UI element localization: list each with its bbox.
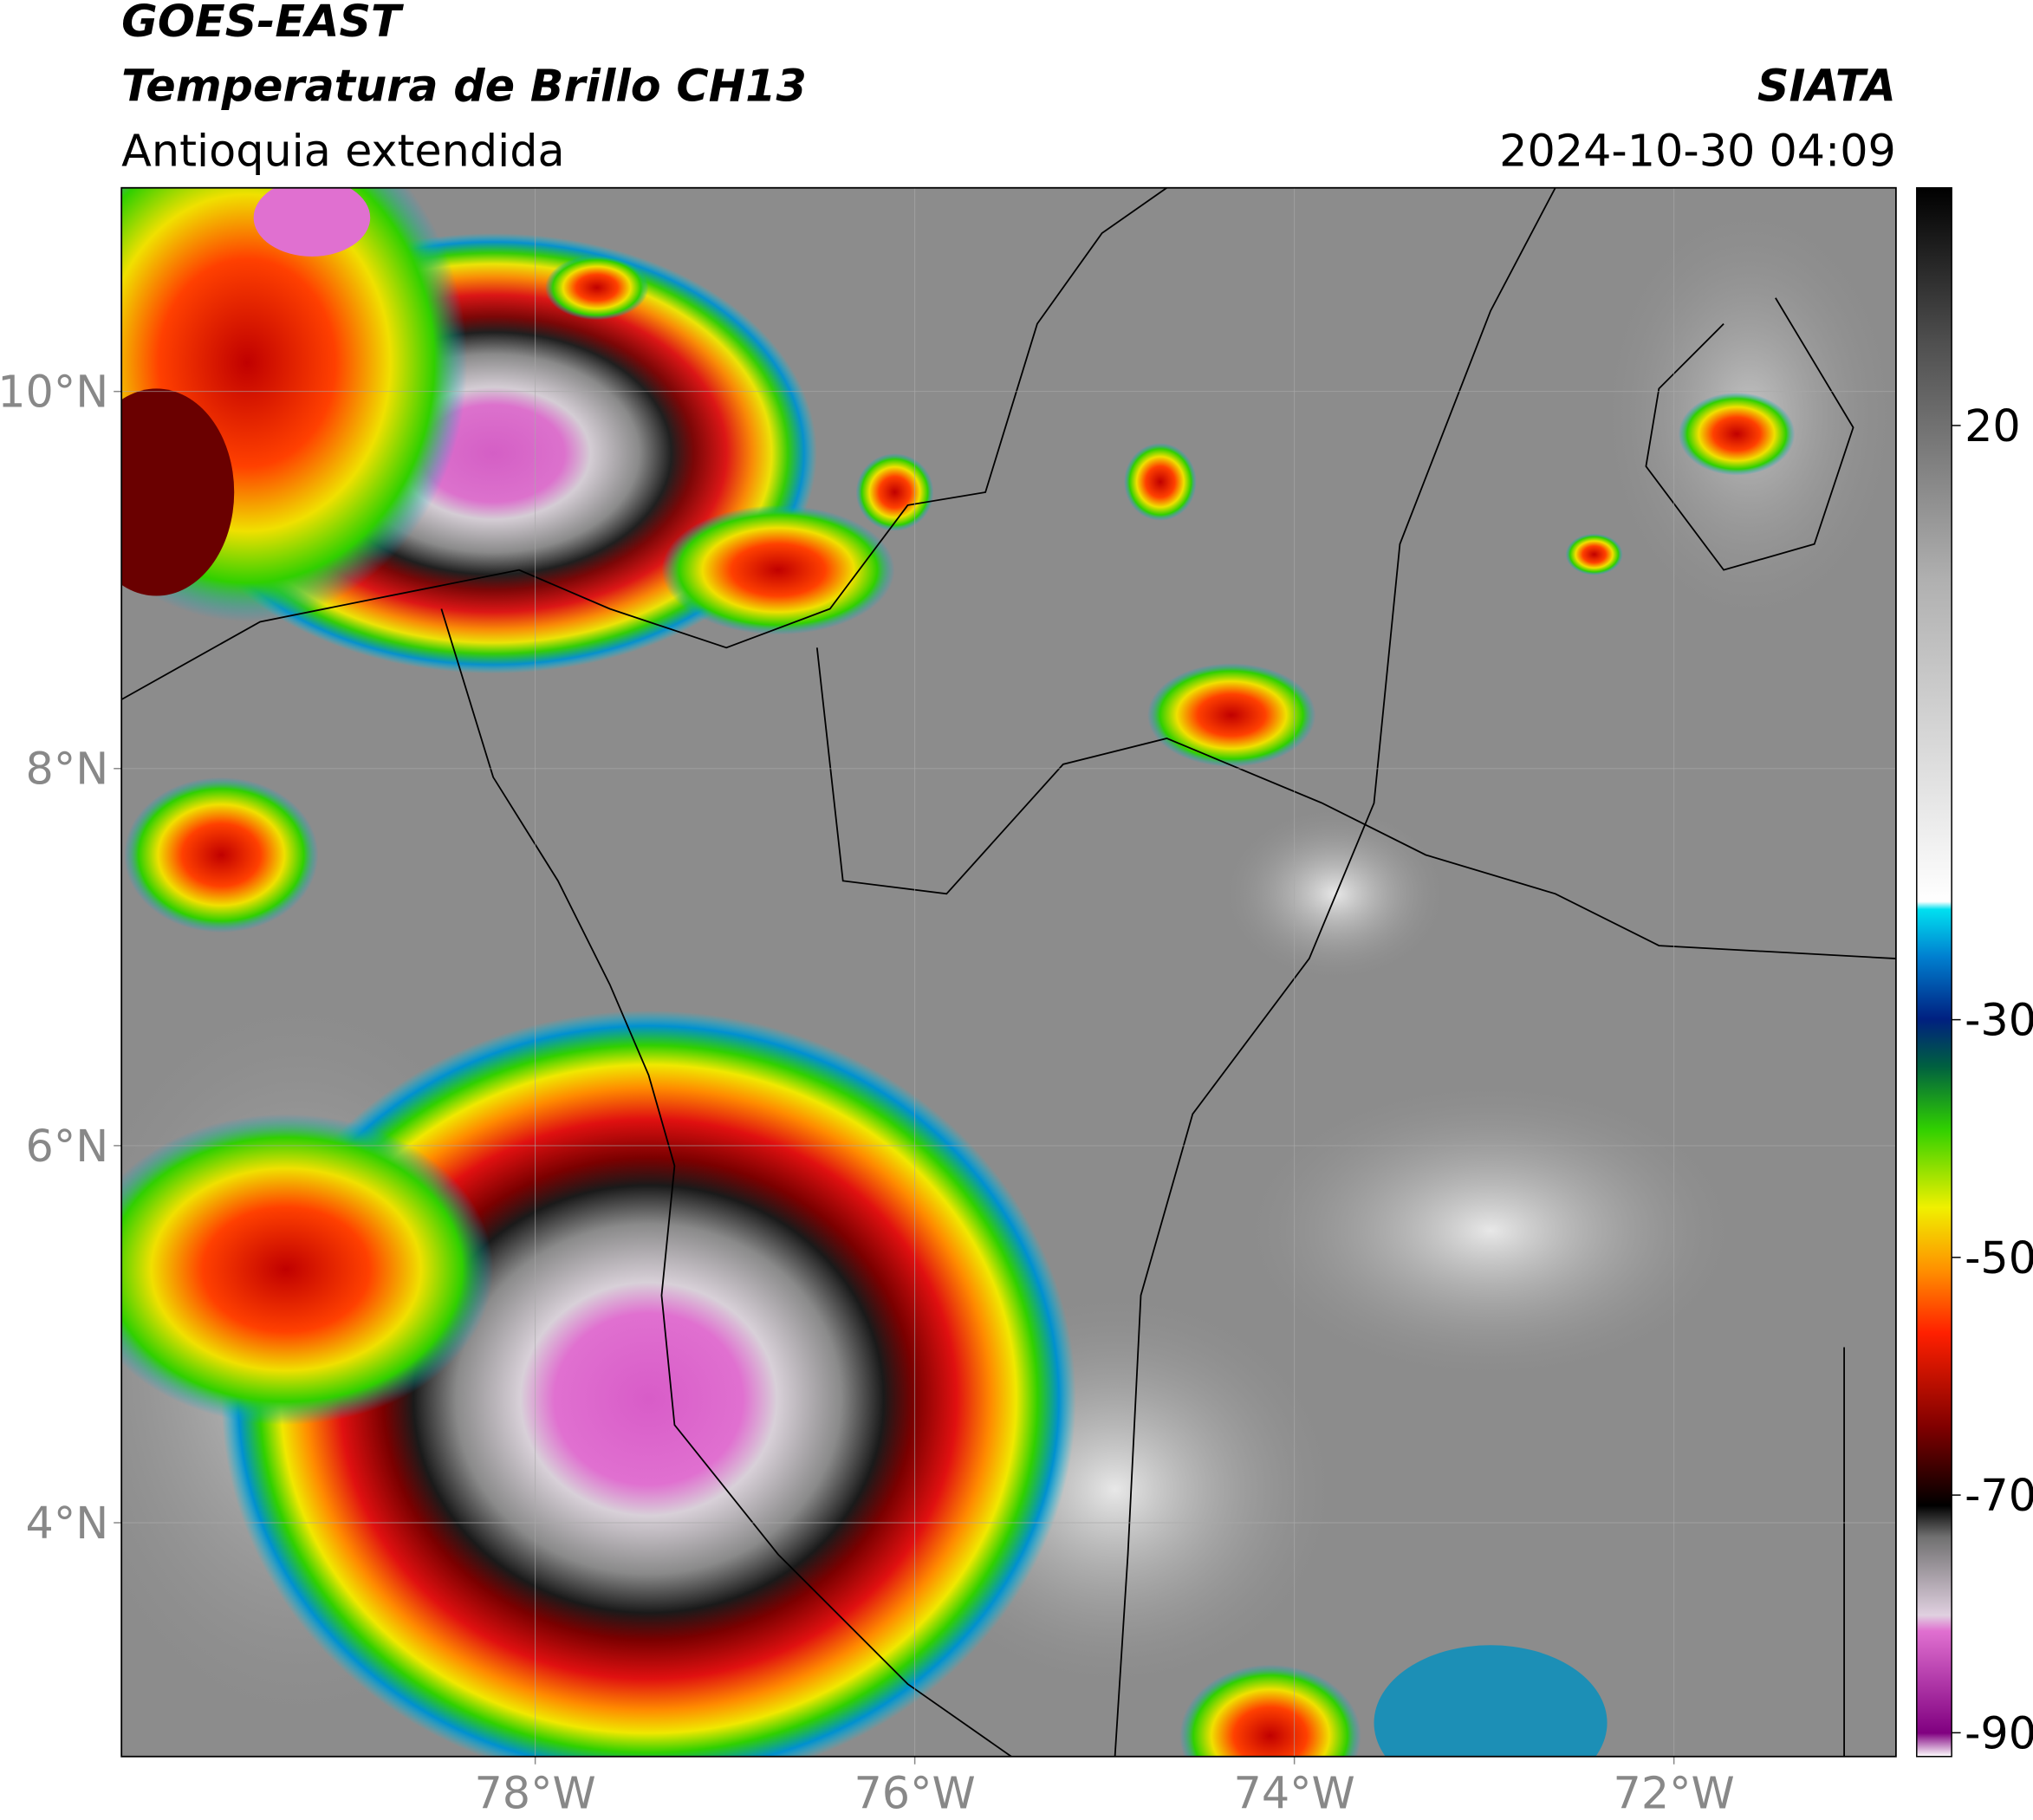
storm	[1179, 1664, 1361, 1757]
storm	[1678, 392, 1796, 476]
colorbar-tick-label: -70	[1965, 1470, 2033, 1521]
map-frame	[120, 186, 1897, 1758]
satellite-title: GOES-EAST	[121, 0, 404, 47]
storm	[855, 453, 934, 531]
storm	[121, 1114, 494, 1426]
storm	[121, 187, 468, 622]
colorbar-ticks: 20 -30 -50 -70 -90	[1952, 400, 2033, 1758]
storm	[1124, 443, 1197, 521]
y-tick-label: 10°N	[0, 367, 108, 418]
storm	[1146, 663, 1316, 767]
border-line	[121, 187, 1167, 700]
x-tick-label: 76°W	[854, 1768, 975, 1819]
source-label: SIATA	[1757, 61, 1896, 112]
border-line	[1645, 297, 1854, 571]
colorbar-tick-label: -50	[1965, 1232, 2033, 1284]
y-tick-label: 8°N	[26, 744, 109, 795]
border-line	[815, 647, 1896, 959]
y-tick-label: 4°N	[26, 1498, 109, 1549]
y-tick-label: 6°N	[26, 1121, 109, 1172]
storm	[1374, 1645, 1608, 1757]
product-title: Temperatura de Brillo CH13	[121, 61, 807, 112]
storm	[544, 255, 649, 321]
datetime-label: 2024-10-30 04:09	[1499, 125, 1896, 176]
region-title: Antioquia extendida	[121, 125, 564, 176]
colorbar	[1916, 186, 1952, 1758]
satellite-image	[121, 187, 1896, 1757]
graticule: 78°W 76°W 74°W 72°W 10°N 8°N 6°N 4°N	[0, 187, 1896, 1819]
storm	[1565, 533, 1623, 575]
colorbar-tick-label: -90	[1965, 1707, 2033, 1758]
border-line	[440, 608, 1012, 1757]
cloud	[1218, 803, 1452, 985]
storm	[124, 777, 319, 933]
x-tick-label: 78°W	[474, 1768, 595, 1819]
cloud	[1231, 1075, 1750, 1387]
colorbar-tick-label: 20	[1965, 400, 2021, 452]
storm	[121, 388, 235, 596]
storm	[661, 504, 895, 635]
x-tick-label: 74°W	[1234, 1768, 1355, 1819]
storm-core	[253, 187, 371, 257]
colorbar-tick-label: -30	[1965, 995, 2033, 1046]
border-line	[1114, 187, 1556, 1757]
x-tick-label: 72°W	[1614, 1768, 1735, 1819]
